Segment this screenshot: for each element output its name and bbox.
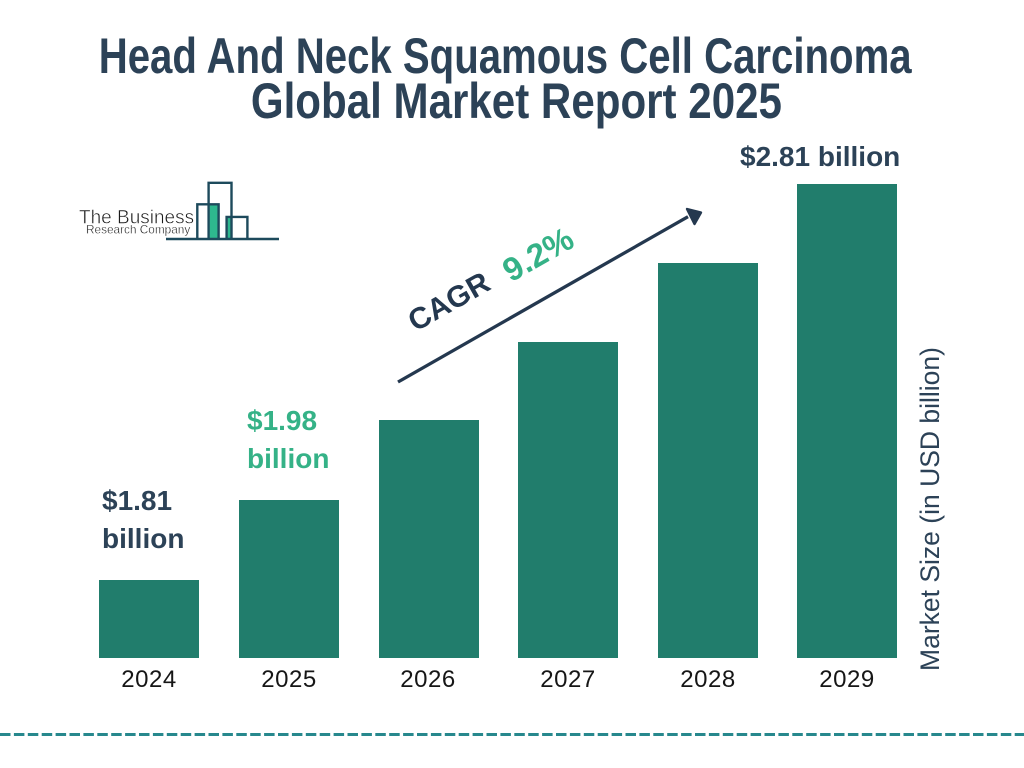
svg-text:The Business: The Business [79,208,194,229]
svg-text:Research Company: Research Company [86,223,190,237]
